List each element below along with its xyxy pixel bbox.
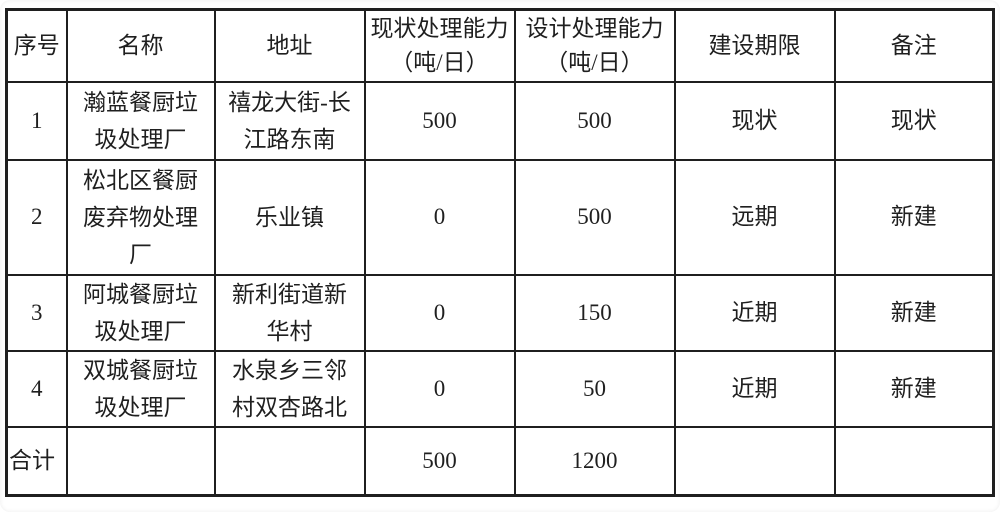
facility-capacity-table: 序号 名称 地址 现状处理能力（吨/日） 设计处理能力（吨/日） 建设期限 备注… — [5, 8, 995, 497]
cell-index: 1 — [5, 80, 68, 161]
cell-construction-period: 近期 — [673, 273, 836, 352]
cell-remarks: 现状 — [833, 80, 995, 161]
empty-cell — [213, 425, 366, 497]
cell-current-capacity: 0 — [363, 273, 516, 352]
cell-address: 新利街道新华村 — [213, 273, 366, 352]
header-row: 序号 名称 地址 现状处理能力（吨/日） 设计处理能力（吨/日） 建设期限 备注 — [5, 8, 995, 83]
cell-current-capacity: 500 — [363, 80, 516, 161]
column-header-index: 序号 — [5, 8, 68, 83]
column-header-name: 名称 — [65, 8, 216, 83]
cell-design-capacity: 50 — [513, 349, 676, 428]
cell-name: 阿城餐厨垃圾处理厂 — [65, 273, 216, 352]
total-design-capacity: 1200 — [513, 425, 676, 497]
column-header-construction-period: 建设期限 — [673, 8, 836, 83]
cell-current-capacity: 0 — [363, 349, 516, 428]
cell-design-capacity: 150 — [513, 273, 676, 352]
cell-name: 瀚蓝餐厨垃圾处理厂 — [65, 80, 216, 161]
cell-remarks: 新建 — [833, 273, 995, 352]
cell-construction-period: 现状 — [673, 80, 836, 161]
total-row-label: 合计 — [5, 425, 68, 497]
empty-cell — [65, 425, 216, 497]
cell-address: 水泉乡三邻村双杏路北 — [213, 349, 366, 428]
cell-remarks: 新建 — [833, 158, 995, 276]
table-row: 4 双城餐厨垃圾处理厂 水泉乡三邻村双杏路北 0 50 近期 新建 — [5, 349, 995, 428]
total-current-capacity: 500 — [363, 425, 516, 497]
cell-name: 松北区餐厨废弃物处理厂 — [65, 158, 216, 276]
cell-construction-period: 远期 — [673, 158, 836, 276]
table-row: 1 瀚蓝餐厨垃圾处理厂 禧龙大街-长江路东南 500 500 现状 现状 — [5, 80, 995, 161]
empty-cell — [673, 425, 836, 497]
table-row: 3 阿城餐厨垃圾处理厂 新利街道新华村 0 150 近期 新建 — [5, 273, 995, 352]
cell-design-capacity: 500 — [513, 80, 676, 161]
cell-design-capacity: 500 — [513, 158, 676, 276]
cell-address: 禧龙大街-长江路东南 — [213, 80, 366, 161]
column-header-address: 地址 — [213, 8, 366, 83]
total-row: 合计 500 1200 — [5, 425, 995, 497]
cell-index: 3 — [5, 273, 68, 352]
cell-index: 4 — [5, 349, 68, 428]
column-header-remarks: 备注 — [833, 8, 995, 83]
table-row: 2 松北区餐厨废弃物处理厂 乐业镇 0 500 远期 新建 — [5, 158, 995, 276]
cell-current-capacity: 0 — [363, 158, 516, 276]
column-header-design-capacity: 设计处理能力（吨/日） — [513, 8, 676, 83]
cell-remarks: 新建 — [833, 349, 995, 428]
cell-address: 乐业镇 — [213, 158, 366, 276]
cell-construction-period: 近期 — [673, 349, 836, 428]
cell-name: 双城餐厨垃圾处理厂 — [65, 349, 216, 428]
cell-index: 2 — [5, 158, 68, 276]
column-header-current-capacity: 现状处理能力（吨/日） — [363, 8, 516, 83]
empty-cell — [833, 425, 995, 497]
